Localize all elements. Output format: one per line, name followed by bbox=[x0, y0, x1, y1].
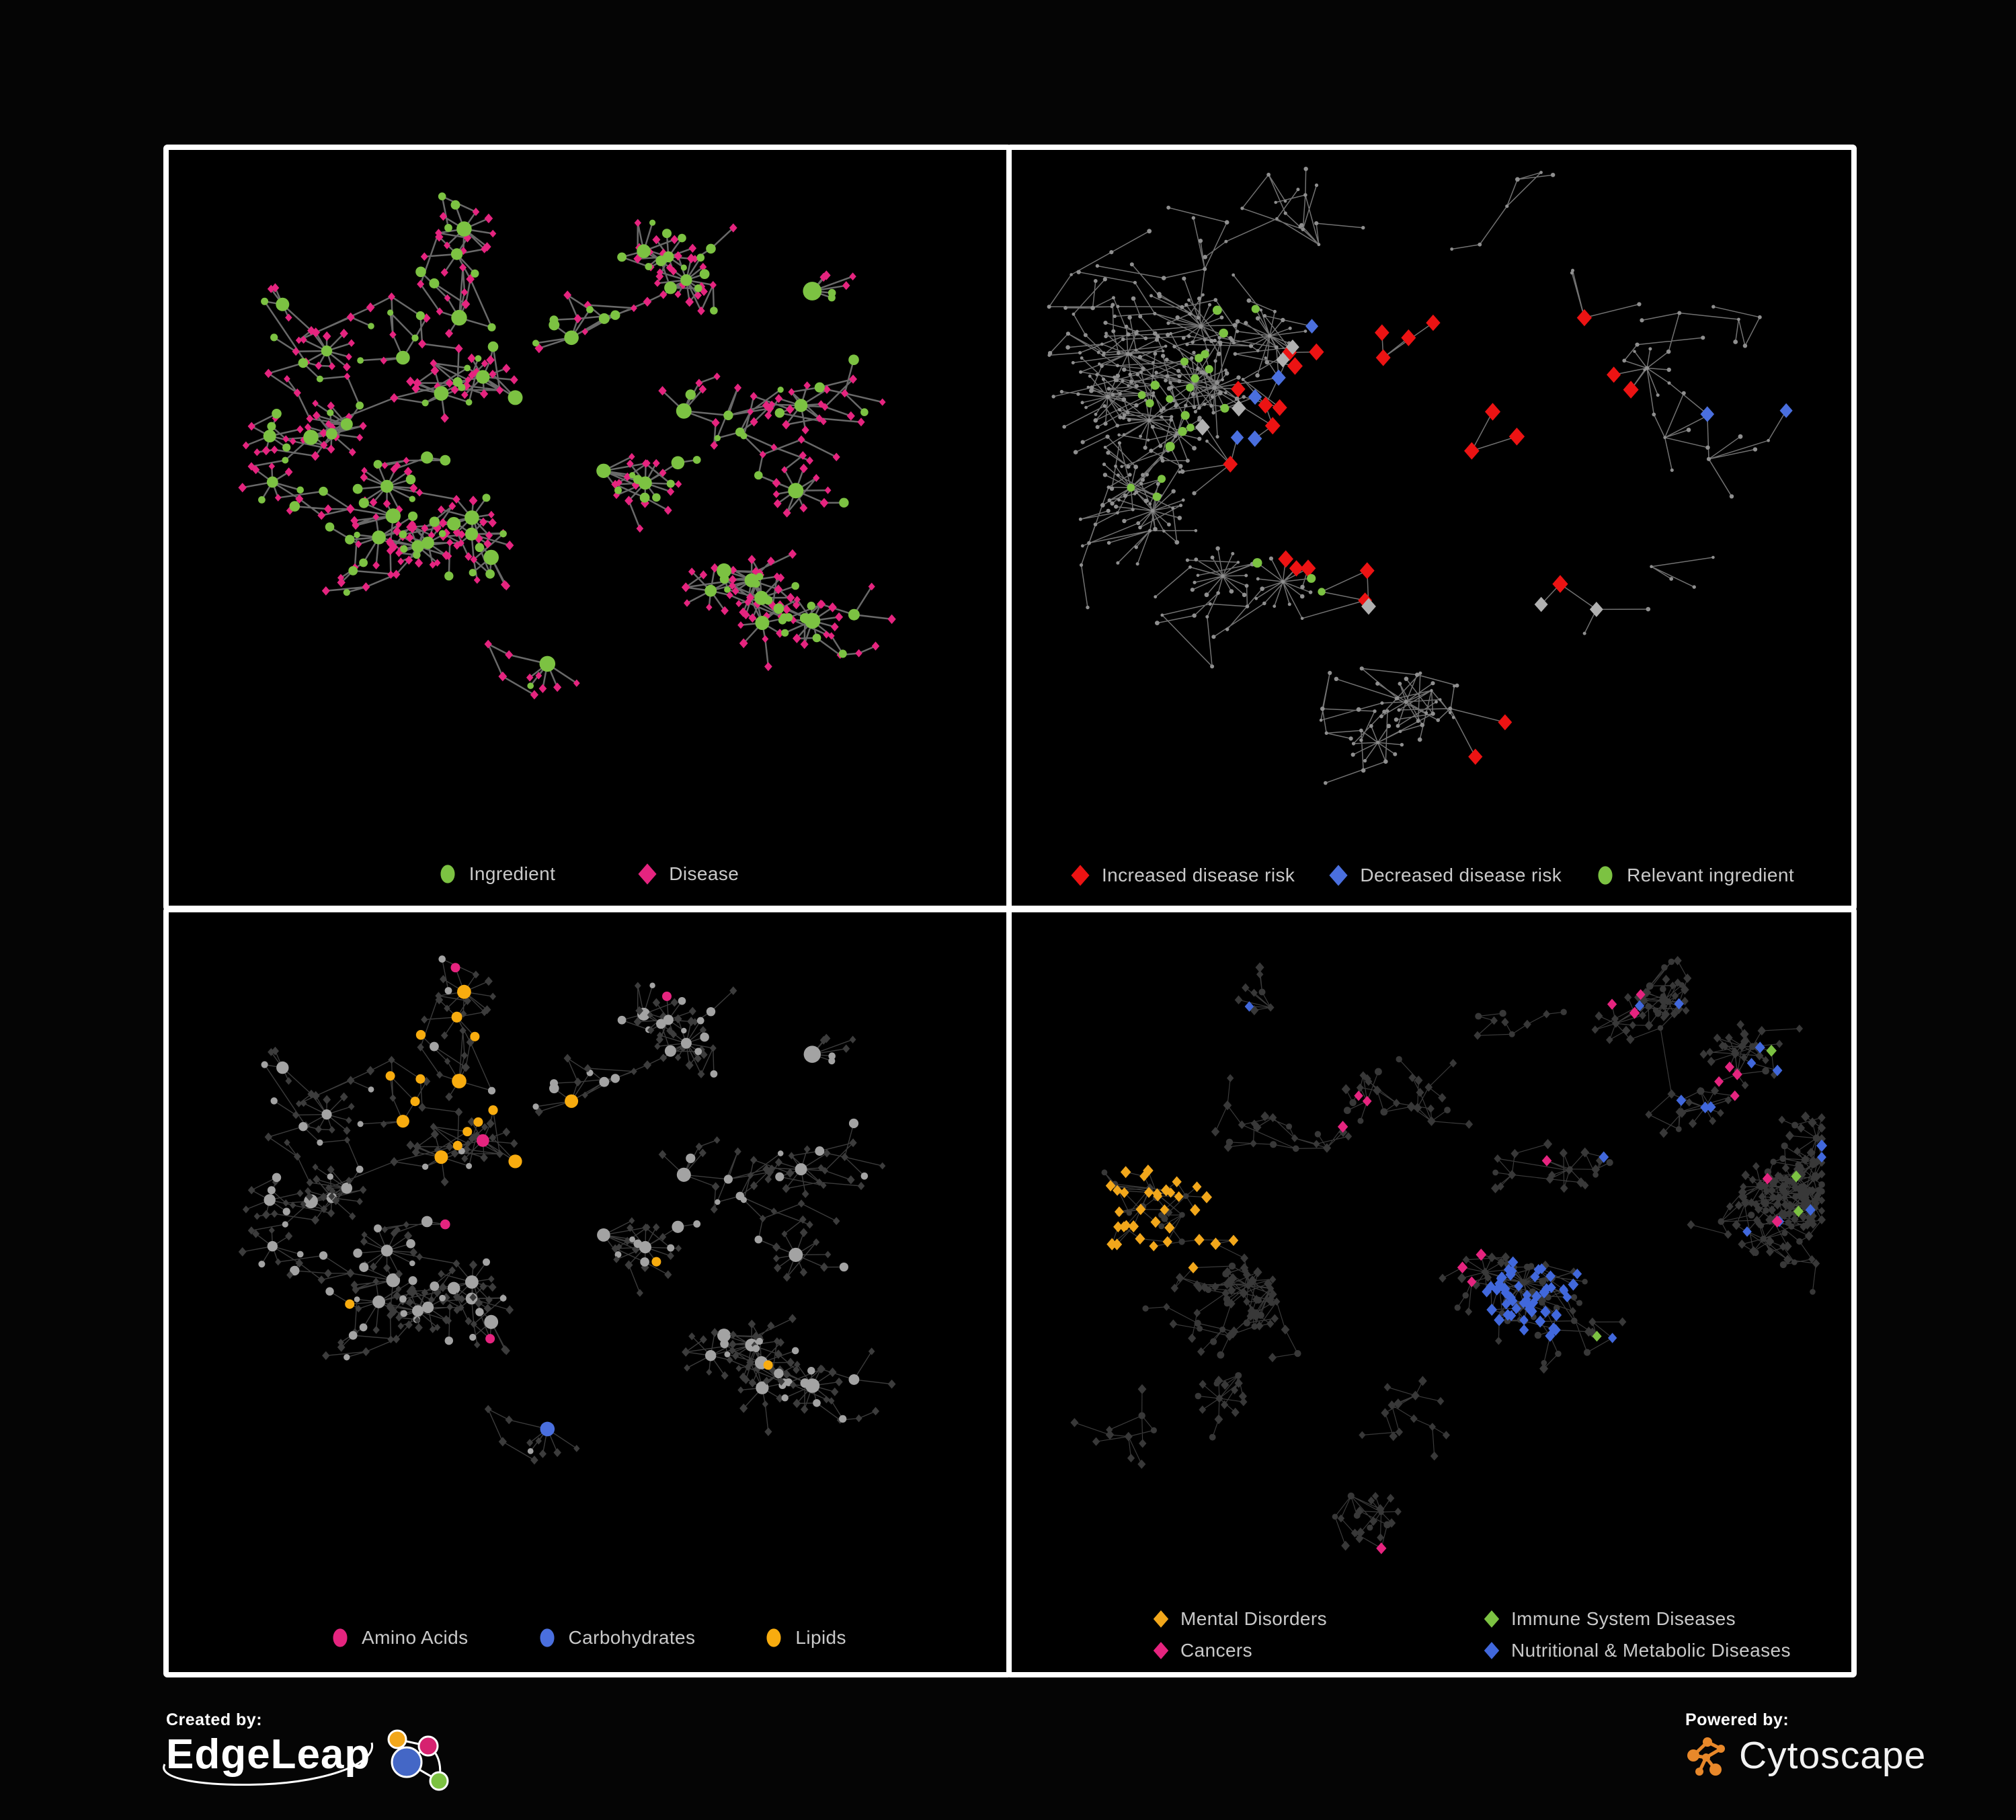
legend-item-nutritional-metabolic-diseases: Nutritional & Metabolic Diseases bbox=[1482, 1640, 1791, 1661]
legend-diamond-icon bbox=[1484, 1642, 1500, 1659]
legend: Amino Acids Carbohydrates Lipids bbox=[169, 1626, 1006, 1649]
legend-item-immune-system-diseases: Immune System Diseases bbox=[1482, 1608, 1791, 1630]
legend-item-amino-acids: Amino Acids bbox=[329, 1626, 468, 1649]
powered-by-label: Powered by: bbox=[1685, 1710, 1789, 1729]
panel-ingredient-disease-network: Ingredient Disease bbox=[163, 145, 1012, 911]
legend-diamond-icon bbox=[1484, 1610, 1500, 1628]
disease-classes-network-graph bbox=[1070, 955, 1828, 1554]
legend-item-relevant-ingredient: Relevant ingredient bbox=[1594, 864, 1794, 887]
cytoscape-wordmark: Cytoscape bbox=[1739, 1733, 1927, 1777]
panel-nutrient-classes-network: Amino Acids Carbohydrates Lipids bbox=[163, 907, 1012, 1677]
legend-item-cancers: Cancers bbox=[1152, 1640, 1482, 1661]
legend-label: Cancers bbox=[1180, 1640, 1253, 1661]
nutrient-classes-network-graph bbox=[238, 955, 896, 1465]
cytoscape-logo-icon bbox=[1687, 1737, 1725, 1776]
legend-circle-icon bbox=[440, 865, 455, 883]
legend: Mental Disorders Immune System Diseases Ca… bbox=[1152, 1608, 1791, 1661]
legend-diamond-icon bbox=[1153, 1642, 1169, 1659]
panel-disease-classes-network: Mental Disorders Immune System Diseases Ca… bbox=[1006, 907, 1857, 1677]
edgeleap-logo-icon bbox=[387, 1729, 449, 1791]
legend-label: Ingredient bbox=[469, 863, 556, 884]
legend-diamond-icon bbox=[1329, 865, 1348, 886]
panel-disease-risk-network: Increased disease risk Decreased disease … bbox=[1006, 145, 1857, 911]
legend-item-carbohydrates: Carbohydrates bbox=[536, 1626, 696, 1649]
disease-risk-network-graph bbox=[1047, 167, 1793, 785]
ingredient-disease-network-graph bbox=[238, 192, 896, 700]
legend-circle-icon bbox=[333, 1628, 348, 1647]
legend-item-increased-disease-risk: Increased disease risk bbox=[1069, 864, 1295, 887]
legend-label: Lipids bbox=[795, 1627, 846, 1648]
legend-label: Mental Disorders bbox=[1180, 1608, 1328, 1629]
legend-label: Disease bbox=[669, 863, 739, 884]
legend: Increased disease risk Decreased disease … bbox=[1012, 864, 1851, 887]
edgeleap-wordmark: EdgeLeap bbox=[166, 1731, 371, 1778]
legend-diamond-icon bbox=[638, 863, 657, 885]
legend-item-disease: Disease bbox=[636, 863, 739, 885]
created-by-label: Created by: bbox=[166, 1710, 263, 1729]
legend-item-ingredient: Ingredient bbox=[436, 863, 556, 885]
cytoscape-branding: Powered by: Cytoscape bbox=[1685, 1710, 1994, 1778]
edgeleap-branding: Created by: EdgeLeap bbox=[163, 1710, 475, 1800]
legend-circle-icon bbox=[539, 1628, 555, 1647]
legend-label: Relevant ingredient bbox=[1627, 865, 1795, 885]
legend-label: Amino Acids bbox=[362, 1627, 469, 1648]
legend-label: Decreased disease risk bbox=[1360, 865, 1562, 885]
legend-item-lipids: Lipids bbox=[762, 1626, 846, 1649]
legend-label: Nutritional & Metabolic Diseases bbox=[1511, 1640, 1791, 1661]
legend-label: Increased disease risk bbox=[1101, 865, 1295, 885]
legend-circle-icon bbox=[1598, 866, 1613, 885]
legend-circle-icon bbox=[766, 1628, 781, 1647]
legend: Ingredient Disease bbox=[169, 863, 1006, 885]
legend-item-mental-disorders: Mental Disorders bbox=[1152, 1608, 1482, 1630]
legend-label: Carbohydrates bbox=[568, 1627, 696, 1648]
legend-label: Immune System Diseases bbox=[1511, 1608, 1736, 1629]
legend-item-decreased-disease-risk: Decreased disease risk bbox=[1327, 864, 1562, 887]
legend-diamond-icon bbox=[1153, 1610, 1169, 1628]
legend-diamond-icon bbox=[1071, 865, 1090, 886]
